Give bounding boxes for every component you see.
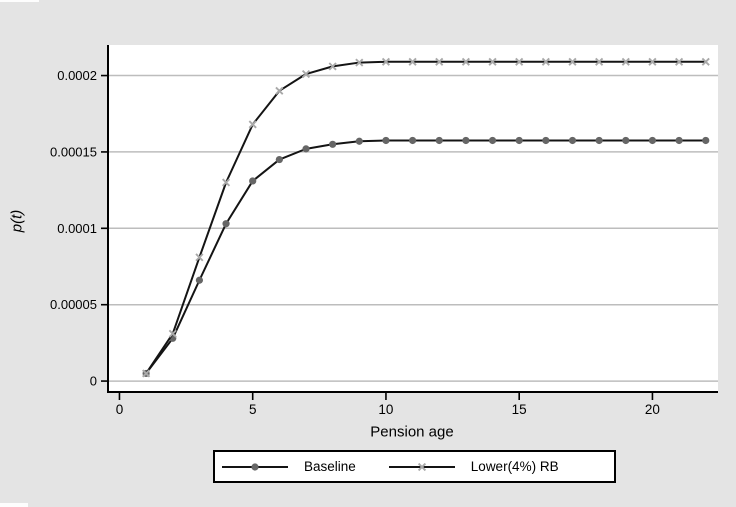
data-point-circle bbox=[329, 140, 337, 148]
x-tick-label: 15 bbox=[512, 402, 527, 417]
y-tick-label: 0.0001 bbox=[57, 221, 97, 236]
y-axis-title: p(t) bbox=[8, 209, 26, 233]
legend-baseline-marker-icon bbox=[222, 462, 288, 471]
x-tick-label: 5 bbox=[249, 402, 257, 417]
x-tick-label: 20 bbox=[645, 402, 660, 417]
data-point-circle bbox=[222, 220, 230, 228]
data-point-x bbox=[301, 69, 311, 79]
data-point-x bbox=[568, 57, 577, 66]
data-point-x bbox=[355, 58, 364, 67]
data-point-circle bbox=[702, 136, 710, 145]
x-tick-label: 10 bbox=[378, 402, 393, 417]
data-point-circle bbox=[595, 136, 603, 145]
legend-entry-lower-rb: Lower(4%) RB bbox=[388, 459, 559, 475]
legend-box: Baseline Lower(4%) RB bbox=[213, 450, 616, 483]
x-axis-title: Pension age bbox=[370, 423, 454, 441]
y-tick-label: 0 bbox=[90, 374, 97, 389]
legend-label-lower-rb: Lower(4%) RB bbox=[470, 459, 559, 474]
data-point-x bbox=[515, 57, 524, 66]
data-point-x bbox=[408, 57, 417, 66]
data-point-circle bbox=[675, 136, 683, 145]
data-point-circle bbox=[622, 136, 630, 145]
data-point-circle bbox=[195, 276, 204, 284]
data-point-circle bbox=[249, 177, 257, 185]
data-point-x bbox=[417, 462, 426, 471]
data-point-x bbox=[461, 57, 470, 66]
data-point-circle bbox=[302, 145, 310, 153]
series-line-lower-rb bbox=[145, 60, 707, 375]
data-point-circle bbox=[462, 136, 470, 145]
scan-artifact-bottom bbox=[0, 503, 28, 507]
legend-lower-rb-marker-icon bbox=[388, 462, 455, 471]
data-point-x bbox=[142, 369, 151, 378]
data-point-circle bbox=[568, 136, 577, 145]
data-point-circle bbox=[488, 136, 497, 145]
legend-label-baseline: Baseline bbox=[304, 459, 356, 474]
data-point-x bbox=[541, 57, 550, 66]
data-point-x bbox=[621, 57, 630, 66]
data-point-x bbox=[168, 329, 177, 338]
plot-area bbox=[109, 45, 718, 392]
data-point-circle bbox=[275, 155, 283, 164]
data-point-circle bbox=[382, 136, 390, 145]
data-point-x bbox=[221, 178, 231, 187]
data-point-x bbox=[248, 120, 257, 129]
y-tick-label: 0.00015 bbox=[50, 144, 97, 159]
data-point-x bbox=[328, 62, 337, 71]
data-point-circle bbox=[251, 462, 259, 471]
data-point-x bbox=[275, 86, 284, 95]
data-point-circle bbox=[542, 136, 550, 145]
y-tick-label: 0.00005 bbox=[50, 297, 97, 312]
data-point-circle bbox=[435, 136, 443, 145]
data-point-circle bbox=[355, 137, 363, 145]
data-point-x bbox=[381, 57, 391, 66]
data-point-x bbox=[488, 57, 497, 66]
legend-entry-baseline: Baseline bbox=[221, 459, 356, 475]
data-point-x bbox=[195, 253, 204, 262]
data-point-circle bbox=[409, 136, 417, 145]
data-point-circle bbox=[648, 136, 657, 145]
data-point-x bbox=[595, 57, 604, 66]
data-point-x bbox=[675, 57, 684, 66]
scan-artifact-top bbox=[0, 0, 39, 2]
data-point-x bbox=[701, 57, 710, 66]
data-point-x bbox=[435, 57, 444, 66]
x-tick-label: 0 bbox=[116, 402, 124, 417]
y-tick-label: 0.0002 bbox=[57, 68, 97, 83]
data-point-x bbox=[648, 57, 657, 66]
data-point-circle bbox=[515, 136, 523, 145]
series-line-baseline bbox=[145, 139, 707, 375]
